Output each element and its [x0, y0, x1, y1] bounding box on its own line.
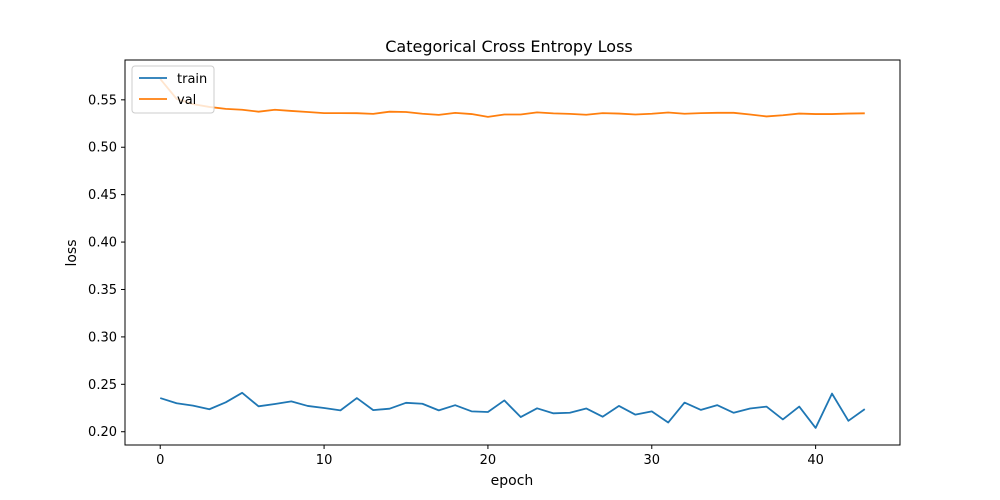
y-tick-label: 0.20: [88, 425, 117, 440]
y-tick-label: 0.45: [88, 188, 117, 203]
plot-frame: [124, 59, 901, 446]
series-line-val: [159, 78, 865, 118]
y-axis: 0.20 0.25 0.30 0.35 0.40 0.45 0.50 0.55: [88, 93, 125, 440]
y-tick-label: 0.40: [88, 236, 117, 251]
x-tick-label: 10: [316, 453, 333, 468]
y-tick-label: 0.35: [88, 283, 117, 298]
y-tick-label: 0.50: [88, 141, 117, 156]
x-axis-title: epoch: [491, 473, 534, 489]
x-tick-label: 0: [156, 453, 164, 468]
y-tick-label: 0.55: [88, 93, 117, 108]
legend-label-train: train: [177, 72, 207, 87]
x-tick-label: 20: [480, 453, 497, 468]
x-axis: 0 10 20 30 40: [156, 445, 824, 468]
y-axis-title: loss: [64, 239, 80, 266]
legend: train val: [131, 65, 215, 114]
series-line-train: [159, 391, 866, 429]
plot-content: [159, 78, 866, 429]
legend-label-val: val: [177, 93, 196, 108]
chart-title: Categorical Cross Entropy Loss: [385, 37, 632, 56]
y-tick-label: 0.30: [88, 330, 117, 345]
x-tick-label: 40: [807, 453, 824, 468]
x-tick-label: 30: [643, 453, 660, 468]
y-tick-label: 0.25: [88, 378, 117, 393]
